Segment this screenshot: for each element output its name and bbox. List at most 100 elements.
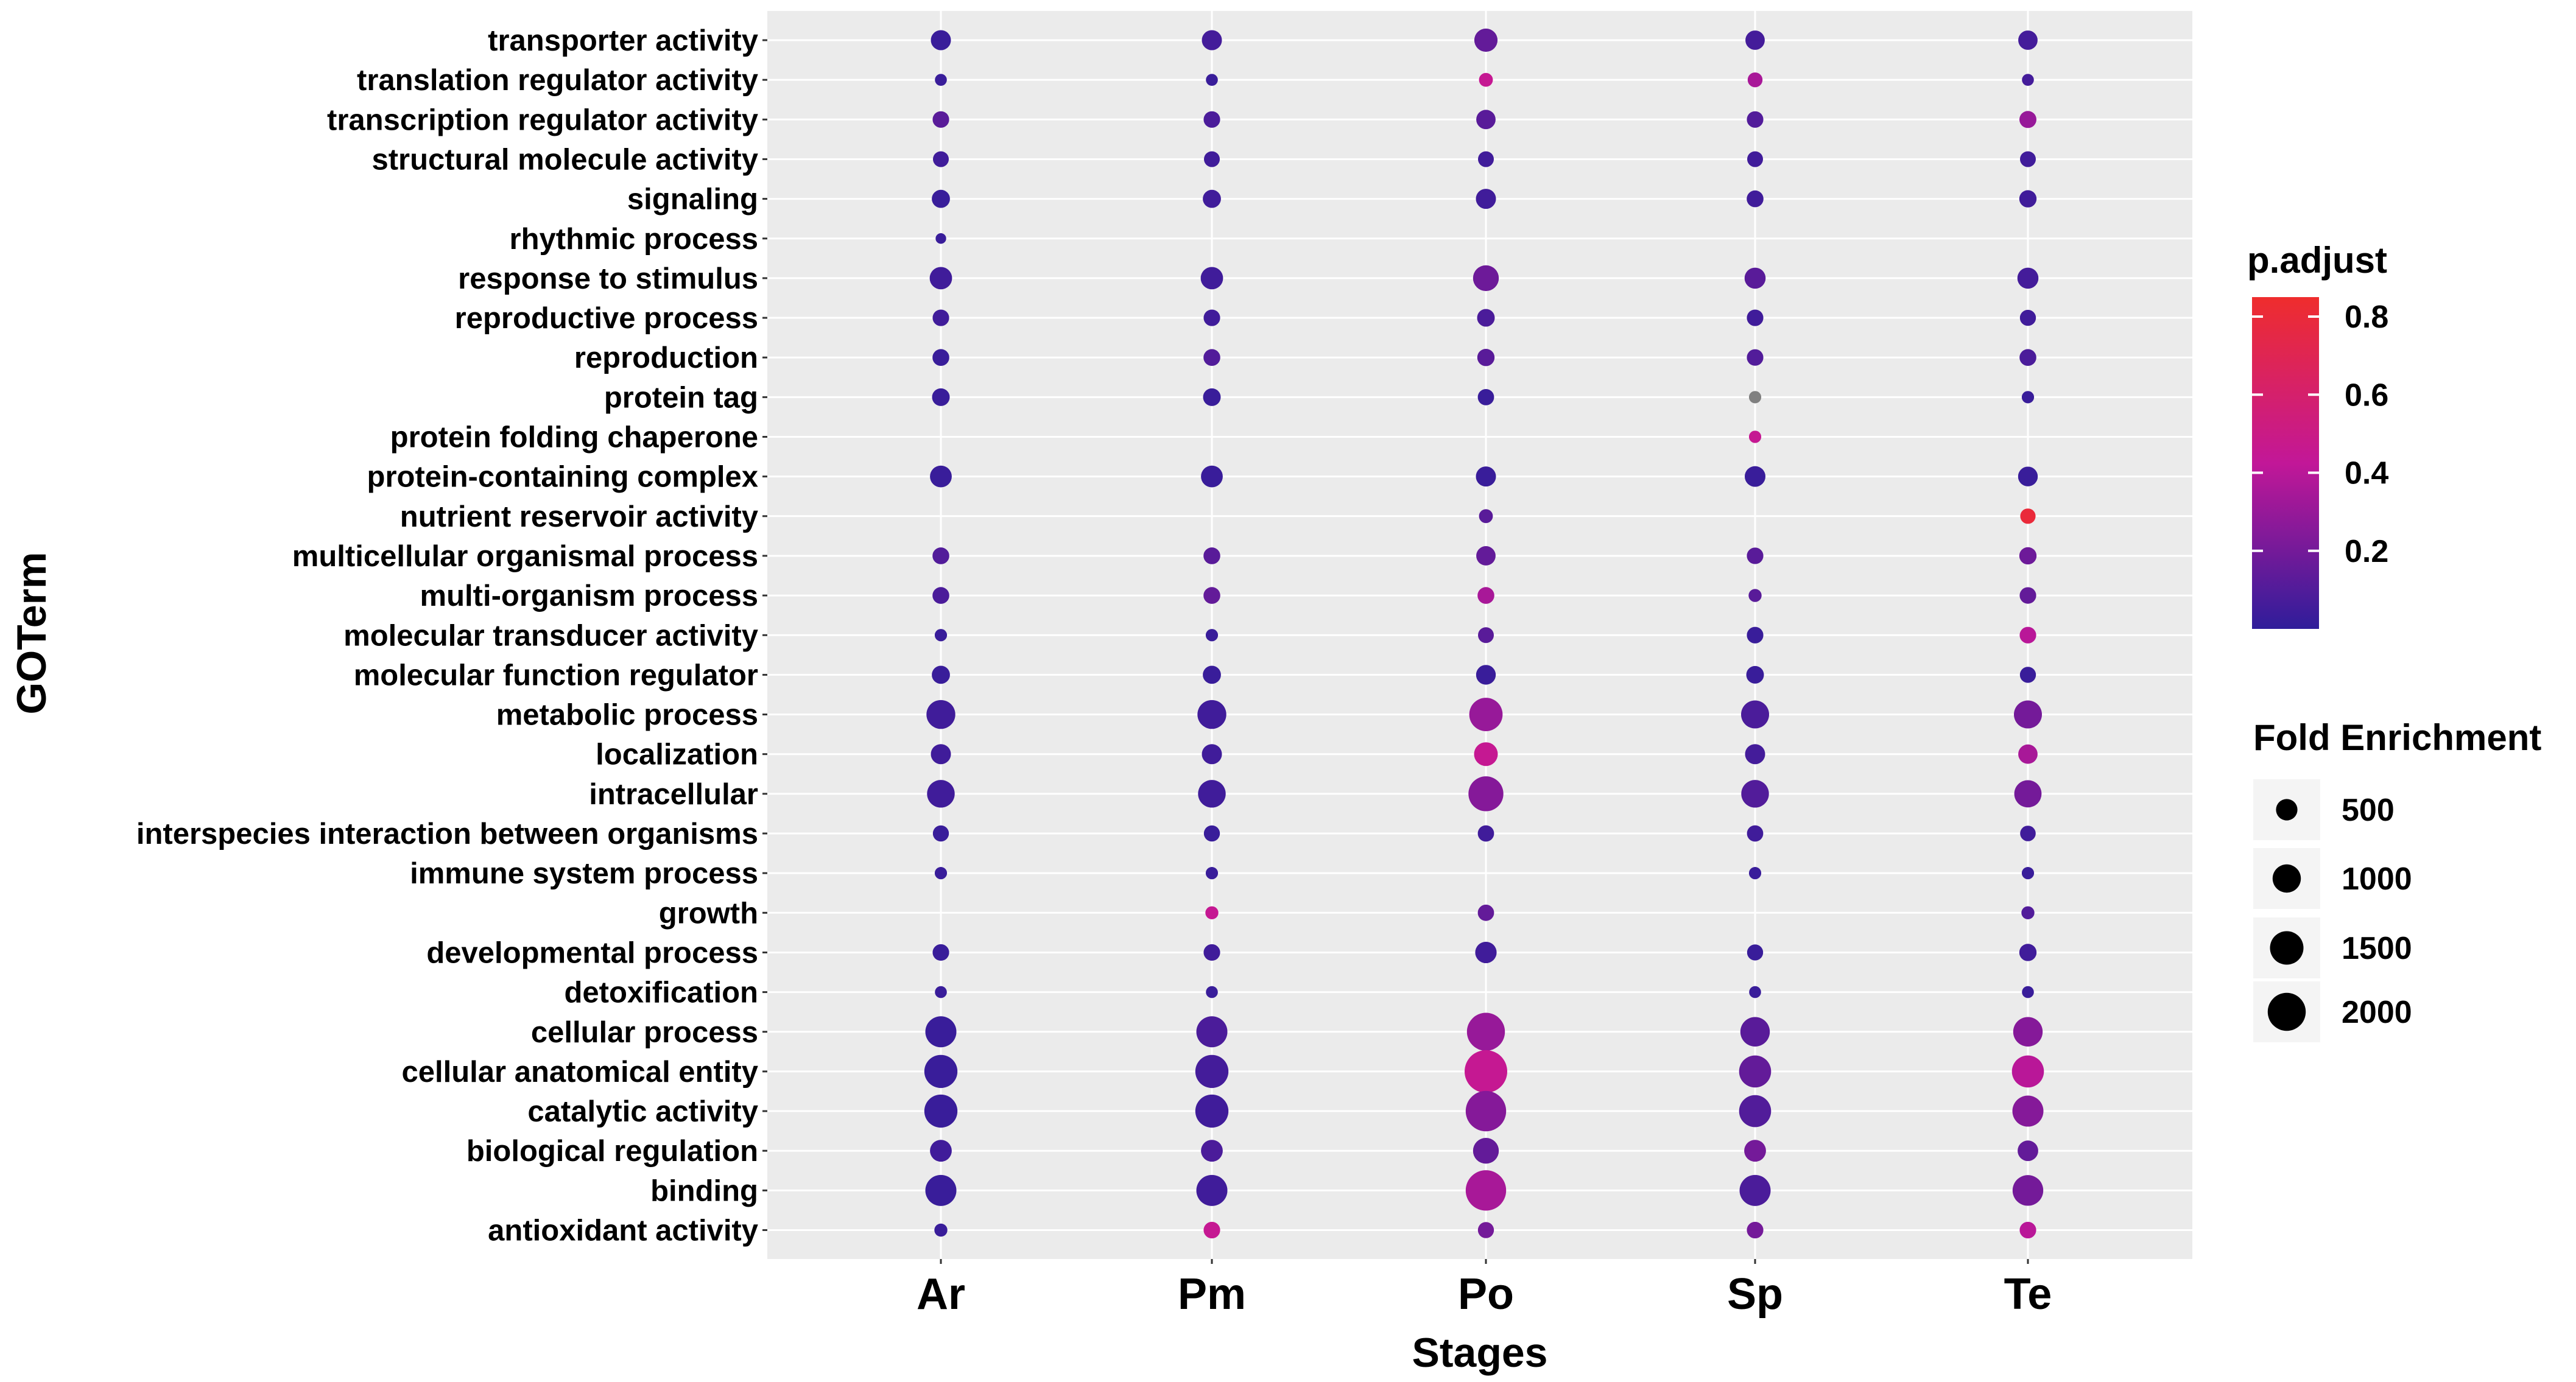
data-point [1745,466,1765,487]
y-tick-label: protein tag [604,381,758,414]
data-point [1748,589,1762,602]
data-point [1203,309,1220,326]
data-point [2014,780,2042,808]
colorbar-tick-label: 0.6 [2345,377,2388,413]
data-point [934,867,948,880]
y-tick-label: protein folding chaperone [390,421,758,454]
data-point [1741,700,1769,729]
data-point [1475,941,1497,964]
data-point [1203,111,1220,128]
data-point [1202,30,1222,51]
colorbar-tick-label: 0.8 [2345,300,2388,335]
color-legend-title: p.adjust [2247,240,2387,281]
data-point [1748,430,1762,443]
y-tick-label: reproduction [574,342,758,374]
data-point [2011,1055,2044,1088]
y-tick-label: nutrient reservoir activity [400,500,758,533]
data-point [1468,776,1504,812]
data-point [1206,74,1218,86]
data-point [932,547,949,564]
data-point [932,189,950,208]
data-point [2020,826,2036,841]
data-point [2019,587,2036,604]
colorbar-tick-label: 0.4 [2345,456,2388,491]
y-tick-label: reproductive process [455,302,758,335]
data-point [1745,744,1765,765]
data-point [1741,780,1769,808]
y-tick-label: cellular process [531,1016,758,1049]
data-point [2022,986,2034,998]
data-point [2012,1175,2044,1206]
data-point [1469,698,1503,731]
colorbar-tick-label: 0.2 [2345,534,2388,569]
data-point [1465,1090,1507,1132]
data-point [933,151,949,167]
size-legend-dot [2272,864,2301,893]
x-axis-title: Stages [1412,1330,1548,1376]
data-point [1465,1050,1507,1093]
data-point [1747,190,1764,208]
y-tick-label: detoxification [564,977,758,1009]
data-point [2019,309,2036,326]
data-point [1203,944,1220,961]
y-tick-label: response to stimulus [458,262,758,295]
data-point [1477,825,1494,842]
data-point [2019,111,2036,128]
data-point [1746,665,1764,684]
y-tick-label: binding [650,1174,758,1207]
data-point [1203,547,1220,564]
data-point [1740,1017,1770,1047]
data-point [934,629,948,642]
data-point [1476,665,1496,685]
data-point [1748,391,1762,404]
data-point [931,744,951,765]
data-point [930,1140,952,1162]
data-point [1747,309,1764,326]
data-point [1200,267,1223,290]
data-point [926,700,955,729]
data-point [2019,1221,2036,1239]
data-point [1473,1138,1499,1164]
size-legend-title: Fold Enrichment [2253,717,2541,758]
data-point [2019,190,2037,208]
y-tick-label: catalytic activity [527,1095,758,1128]
data-point [932,587,949,604]
data-point [1747,151,1763,167]
size-legend-label: 1500 [2342,931,2412,966]
data-point [1747,111,1764,128]
y-tick-label: biological regulation [466,1135,758,1168]
y-tick-label: interspecies interaction between organis… [136,818,758,851]
y-tick-label: signaling [627,183,758,216]
data-point [2017,267,2039,289]
data-point [1201,465,1223,488]
data-point [932,309,949,326]
x-tick-label: Sp [1727,1270,1783,1319]
data-point [1202,744,1222,765]
data-point [2019,944,2037,961]
data-point [924,1094,958,1128]
data-point [1195,1094,1229,1128]
data-point [932,825,949,842]
data-point [1747,547,1764,564]
x-tick-labels: Ar Pm Po Sp Te [917,1270,2052,1319]
data-point [1474,742,1498,766]
data-point [1476,189,1496,209]
data-point [1195,1054,1229,1089]
data-point [932,349,949,366]
x-tick-label: Ar [917,1270,965,1319]
data-point [1196,1174,1228,1206]
data-point [2020,151,2036,167]
data-point [1739,1174,1771,1206]
y-tick-label: multi-organism process [420,580,758,612]
x-tick-marks [940,1259,2029,1264]
data-point [932,944,949,961]
y-tick-label: structural molecule activity [371,143,758,176]
data-point [2020,508,2036,524]
data-point [935,986,947,998]
x-tick-label: Pm [1178,1270,1246,1319]
data-point [925,1174,957,1206]
data-point [1466,1012,1505,1051]
colorbar [2252,297,2319,629]
data-point [932,665,950,684]
